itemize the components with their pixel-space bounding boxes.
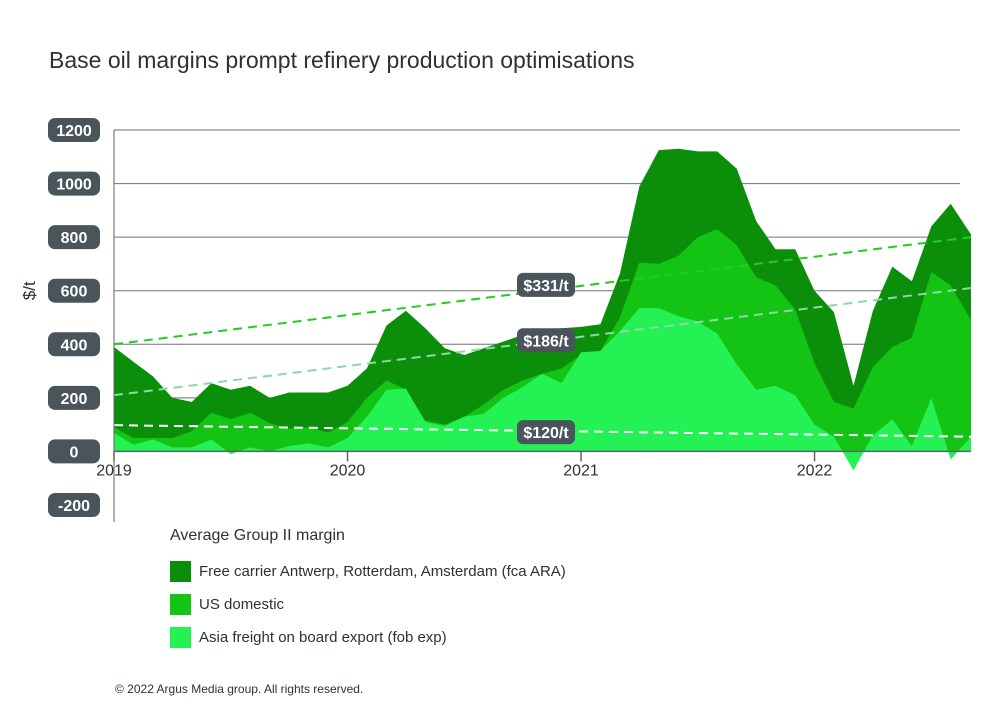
legend-label-fob-exp: Asia freight on board export (fob exp) [199,628,447,646]
trendline-label-1: $186/t [523,333,569,350]
y-tick-label-800: 800 [61,230,88,247]
legend-swatch-fob-exp [170,626,191,648]
y-tick-bg-400 [48,332,100,357]
y-tick-bg-1200 [48,118,100,142]
copyright-notice: © 2022 Argus Media group. All rights res… [115,682,364,696]
y-tick-bg-600 [48,278,100,303]
legend-swatch-fca-ara [170,560,191,582]
legend-label-us-domestic: US domestic [199,595,285,613]
trendline-1 [113,287,972,397]
trendline-label-0: $331/t [523,278,569,295]
y-axis: 1200 1000 800 600 400 200 0 -200 [48,118,100,517]
x-tick-label-2021: 2021 [563,462,599,479]
y-tick-label-1000: 1000 [56,177,92,194]
legend-item-us-domestic: US domestic [170,593,284,615]
legend-swatch-us-domestic [170,593,191,615]
trendline-label-2: $120/t [523,425,569,442]
y-tick-bg-0 [48,439,100,464]
y-tick-bg-200 [48,385,100,410]
x-axis: 2019 2020 2021 2022 [96,130,832,522]
y-tick-bg-800 [48,225,100,250]
trendlines: $331/t $186/t $120/t [113,236,972,445]
legend-title: Average Group II margin [170,527,345,544]
y-tick-label-600: 600 [61,284,88,301]
trendline-label-bg-0 [517,272,576,297]
series-areas [114,148,971,471]
series-area-2 [114,308,971,471]
y-axis-label: $/t [20,281,39,300]
x-tick-label-2020: 2020 [330,462,366,479]
y-tick-label-0: 0 [70,444,79,461]
legend-label-fca-ara: Free carrier Antwerp, Rotterdam, Amsterd… [199,562,566,580]
y-tick-label-1200: 1200 [56,123,92,140]
trendline-0 [113,236,972,346]
chart-title: Base oil margins prompt refinery product… [49,47,635,73]
y-tick-label--200: -200 [58,498,90,515]
legend-item-fob-exp: Asia freight on board export (fob exp) [170,626,447,648]
y-tick-label-200: 200 [61,391,88,408]
trendline-label-bg-2 [517,420,576,445]
y-tick-label-400: 400 [61,337,88,354]
trendline-label-bg-1 [517,328,576,353]
y-tick-bg-1000 [48,171,100,196]
legend-item-fca-ara: Free carrier Antwerp, Rotterdam, Amsterd… [170,560,566,582]
y-tick-bg--200 [48,493,100,517]
x-tick-label-2019: 2019 [96,462,132,479]
x-tick-label-2022: 2022 [797,462,833,479]
